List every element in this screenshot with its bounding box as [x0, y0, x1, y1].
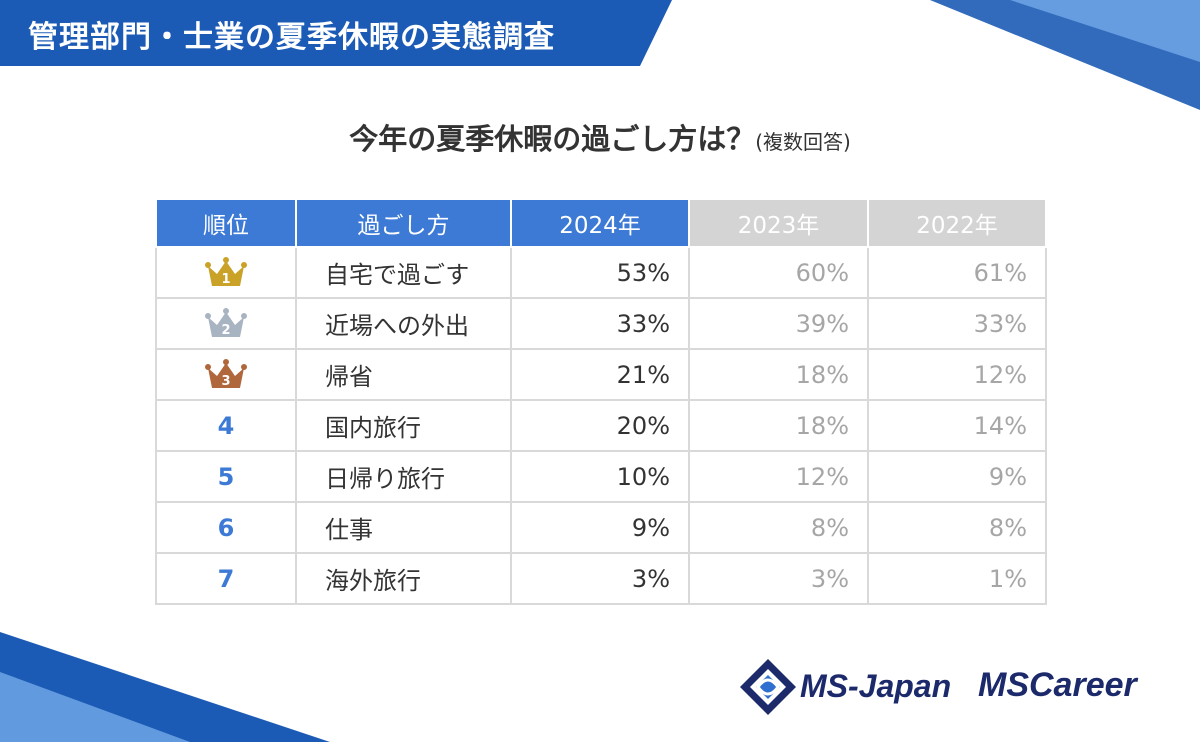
item-cell: 帰省	[295, 348, 512, 401]
item-cell: 近場への外出	[295, 297, 512, 350]
rank-cell: 6	[155, 501, 297, 554]
question-note: (複数回答)	[755, 130, 851, 154]
table-row: 7 海外旅行 3% 3% 1%	[155, 552, 1047, 605]
rank-cell: 5	[155, 450, 297, 503]
table-row: 3 帰省 21% 18% 12%	[155, 348, 1047, 401]
item-cell: 自宅で過ごす	[295, 246, 512, 299]
ms-japan-logo-icon	[740, 659, 796, 715]
value-2023: 8%	[688, 501, 869, 554]
value-2023: 60%	[688, 246, 869, 299]
page-title: 管理部門・士業の夏季休暇の実態調査	[28, 20, 555, 55]
corner-stripe-bottom-left-light	[0, 672, 190, 742]
ms-japan-logo-text: MS-Japan	[800, 668, 952, 704]
value-2022: 8%	[867, 501, 1047, 554]
value-2024: 10%	[510, 450, 690, 503]
item-cell: 海外旅行	[295, 552, 512, 605]
value-2023: 39%	[688, 297, 869, 350]
value-2023: 12%	[688, 450, 869, 503]
mscareer-logo-text: MSCareer	[978, 666, 1137, 704]
header-rank: 順位	[155, 198, 297, 248]
item-cell: 国内旅行	[295, 399, 512, 452]
rank-number: 3	[221, 374, 230, 389]
value-2023: 3%	[688, 552, 869, 605]
rank-number: 2	[221, 323, 230, 338]
value-2022: 14%	[867, 399, 1047, 452]
rank-cell: 7	[155, 552, 297, 605]
table-row: 5 日帰り旅行 10% 12% 9%	[155, 450, 1047, 503]
corner-stripe-top-right-light	[1010, 0, 1200, 62]
results-table: 順位 過ごし方 2024年 2023年 2022年 1 自宅で過ごす 53% 6…	[155, 198, 1047, 605]
gold-crown-icon: 1	[205, 256, 247, 287]
value-2024: 3%	[510, 552, 690, 605]
value-2024: 21%	[510, 348, 690, 401]
table-header-row: 順位 過ごし方 2024年 2023年 2022年	[155, 198, 1047, 248]
item-cell: 仕事	[295, 501, 512, 554]
header-2022: 2022年	[867, 198, 1047, 248]
value-2024: 9%	[510, 501, 690, 554]
value-2024: 53%	[510, 246, 690, 299]
table-row: 1 自宅で過ごす 53% 60% 61%	[155, 246, 1047, 299]
value-2022: 1%	[867, 552, 1047, 605]
silver-crown-icon: 2	[205, 307, 247, 338]
value-2022: 9%	[867, 450, 1047, 503]
table-row: 4 国内旅行 20% 18% 14%	[155, 399, 1047, 452]
rank-number: 1	[221, 272, 230, 287]
value-2024: 33%	[510, 297, 690, 350]
rank-cell: 4	[155, 399, 297, 452]
header-item: 過ごし方	[295, 198, 512, 248]
value-2022: 12%	[867, 348, 1047, 401]
value-2023: 18%	[688, 348, 869, 401]
rank-cell: 1	[155, 246, 297, 299]
value-2024: 20%	[510, 399, 690, 452]
value-2022: 61%	[867, 246, 1047, 299]
rank-cell: 3	[155, 348, 297, 401]
header-2023: 2023年	[688, 198, 869, 248]
header-2024: 2024年	[510, 198, 690, 248]
results-table-wrapper: 順位 過ごし方 2024年 2023年 2022年 1 自宅で過ごす 53% 6…	[155, 198, 1047, 605]
bronze-crown-icon: 3	[205, 358, 247, 389]
rank-cell: 2	[155, 297, 297, 350]
title-banner	[0, 0, 672, 66]
table-row: 2 近場への外出 33% 39% 33%	[155, 297, 1047, 350]
item-cell: 日帰り旅行	[295, 450, 512, 503]
question-title: 今年の夏季休暇の過ごし方は？(複数回答)	[0, 116, 1200, 158]
value-2022: 33%	[867, 297, 1047, 350]
question-text: 今年の夏季休暇の過ごし方は？	[349, 122, 756, 156]
table-row: 6 仕事 9% 8% 8%	[155, 501, 1047, 554]
value-2023: 18%	[688, 399, 869, 452]
